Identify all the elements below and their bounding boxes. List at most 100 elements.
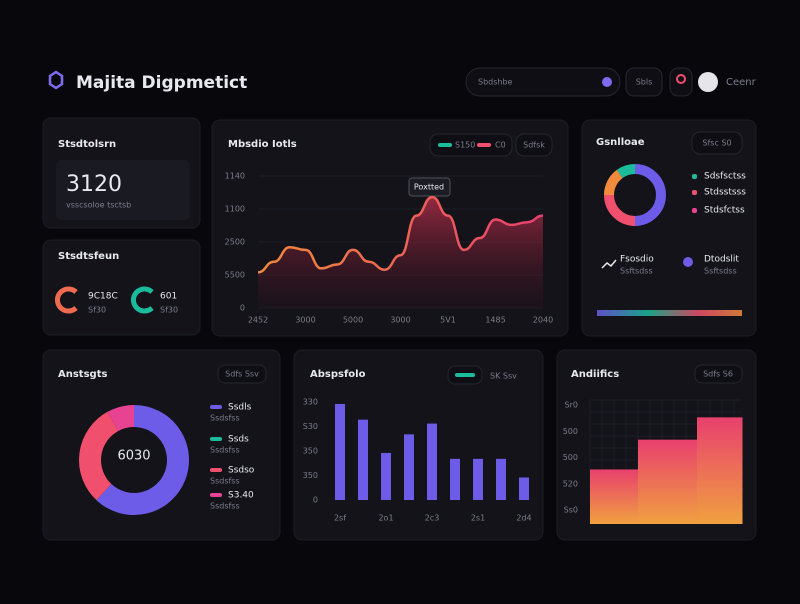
- step-bar: [590, 469, 639, 524]
- legend-swatch: [692, 208, 697, 213]
- card-title: Stsdtsfeun: [58, 251, 119, 262]
- stat-box: [56, 160, 190, 220]
- legend-swatch: [692, 174, 697, 179]
- card-title: Stsdtolsrn: [58, 139, 116, 150]
- x-tick-label: 2d4: [516, 514, 531, 523]
- status-label: 9C18C: [88, 292, 118, 302]
- legend-swatch: [692, 190, 697, 195]
- bar: [450, 458, 460, 500]
- y-tick-label: 1140: [225, 172, 245, 181]
- status-sub: Sf30: [160, 306, 178, 315]
- panel-button[interactable]: [515, 133, 553, 157]
- panel-button-label: Sfsc S0: [702, 139, 731, 148]
- y-tick-label: 350: [303, 447, 318, 456]
- status-label: 601: [160, 292, 177, 302]
- header-button-label: Sbls: [636, 78, 653, 87]
- legend-swatch: [477, 143, 491, 147]
- activity-strip: [597, 310, 742, 316]
- legend-label: SK Ssv: [490, 372, 517, 381]
- y-tick-label: 330: [303, 398, 318, 407]
- legend-label: Stdsfctss: [704, 206, 745, 216]
- bar: [427, 423, 437, 500]
- legend-swatch: [210, 493, 222, 497]
- x-tick-label: 5000: [343, 316, 363, 325]
- status-sub: Sf30: [88, 306, 106, 315]
- x-tick-label: 1485: [485, 316, 505, 325]
- y-tick-label: 1100: [225, 205, 245, 214]
- stat-caption: vsscsoloe tsctsb: [66, 201, 131, 210]
- y-tick-label: S30: [303, 422, 318, 431]
- y-tick-label: Ss0: [564, 506, 578, 515]
- donut-center: 6030: [117, 449, 150, 464]
- tooltip-label: Poxtted: [414, 183, 444, 192]
- avatar[interactable]: [698, 72, 718, 92]
- panel-button-label: Sdfs S6: [703, 370, 733, 379]
- donut-segment: [107, 405, 135, 432]
- legend-label: S150: [455, 141, 475, 150]
- bar: [335, 403, 345, 500]
- legend-label: C0: [495, 141, 506, 150]
- app-title: Majita Digpmetict: [76, 73, 247, 93]
- y-tick-label: 0: [240, 304, 245, 313]
- y-tick-label: 5500: [225, 271, 245, 280]
- search-placeholder: Sbdshbe: [478, 78, 513, 87]
- x-tick-label: 3000: [295, 316, 315, 325]
- stat-sub: Ssftsdss: [620, 267, 653, 276]
- x-tick-label: 2s1: [471, 514, 485, 523]
- legend-sub: Ssdsfss: [210, 446, 240, 455]
- legend-swatch: [210, 405, 222, 409]
- x-tick-label: 2452: [248, 316, 268, 325]
- logo: [48, 70, 64, 90]
- panel-title: Gsnlloae: [596, 137, 645, 148]
- donut-segment: [79, 411, 119, 501]
- legend-label: Ssdso: [228, 466, 255, 476]
- stat-sub: Ssftsdss: [704, 267, 737, 276]
- donut-segment: [604, 194, 636, 226]
- panel-button-label: Sdfsk: [523, 141, 545, 150]
- panel-button-label: Sdfs Ssv: [225, 370, 259, 379]
- donut-segment: [616, 164, 636, 179]
- step-bar: [638, 439, 698, 524]
- user-name: Ceenr: [726, 77, 757, 88]
- donut-segment: [634, 164, 666, 226]
- legend-sub: Ssdsfss: [210, 477, 240, 486]
- panel-title: Anstsgts: [58, 369, 107, 380]
- panel-button[interactable]: [694, 364, 743, 384]
- legend-swatch: [210, 437, 222, 441]
- line: [257, 195, 544, 274]
- search-box[interactable]: [465, 67, 621, 97]
- panel-button[interactable]: [217, 364, 267, 384]
- legend-swatch: [455, 373, 475, 377]
- y-tick-label: 2500: [225, 238, 245, 247]
- legend-swatch: [210, 468, 222, 472]
- stat-icon: [601, 259, 617, 269]
- legend-sub: Ssdsfss: [210, 414, 240, 423]
- x-tick-label: 2040: [533, 316, 553, 325]
- header-button[interactable]: [625, 67, 663, 97]
- donut-segment: [96, 405, 189, 515]
- bar: [496, 458, 506, 500]
- panel-button[interactable]: [691, 131, 743, 155]
- x-tick-label: 5V1: [440, 316, 456, 325]
- panel-title: Andiifics: [571, 369, 619, 380]
- bar: [381, 452, 391, 500]
- legend-label: Ssdls: [228, 403, 252, 413]
- notification-icon: [676, 74, 686, 84]
- status-card: [42, 239, 201, 336]
- y-tick-label: 350: [303, 471, 318, 480]
- bar: [473, 458, 483, 500]
- y-tick-label: 520: [563, 479, 578, 488]
- donut-segment: [604, 169, 623, 196]
- legend-swatch: [438, 143, 452, 147]
- stat-icon: [683, 257, 693, 267]
- panel-title: Abspsfolo: [310, 369, 366, 380]
- step-bar: [697, 417, 743, 524]
- status-ring: [55, 286, 78, 314]
- tooltip: [408, 177, 451, 197]
- status-ring: [131, 286, 154, 314]
- y-tick-label: 0: [313, 496, 318, 505]
- legend-label: Stdsstsss: [704, 188, 746, 198]
- panel-title: Mbsdio Iotls: [228, 139, 297, 150]
- stat-label: Fsosdio: [620, 255, 654, 265]
